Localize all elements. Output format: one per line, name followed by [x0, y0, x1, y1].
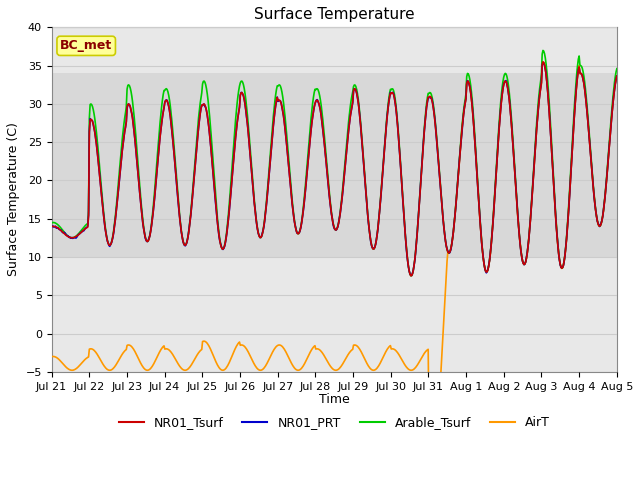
- Arable_Tsurf: [403, 251, 411, 257]
- Legend: NR01_Tsurf, NR01_PRT, Arable_Tsurf, AirT: NR01_Tsurf, NR01_PRT, Arable_Tsurf, AirT: [114, 411, 555, 434]
- NR01_PRT: [173, 191, 181, 196]
- NR01_Tsurf: [407, 273, 415, 279]
- NR01_Tsurf: [58, 228, 66, 234]
- Bar: [52, 73, 617, 257]
- AirT: [116, 355, 124, 361]
- NR01_Tsurf: [204, 112, 211, 118]
- X-axis label: Time: Time: [319, 393, 349, 406]
- Text: BC_met: BC_met: [60, 39, 113, 52]
- AirT: [204, 340, 211, 346]
- Title: Surface Temperature: Surface Temperature: [254, 7, 415, 22]
- Arable_Tsurf: [420, 126, 428, 132]
- Line: NR01_PRT: NR01_PRT: [52, 62, 617, 276]
- NR01_Tsurf: [48, 224, 56, 229]
- AirT: [613, 73, 621, 79]
- NR01_PRT: [58, 228, 66, 234]
- NR01_PRT: [613, 73, 621, 79]
- Arable_Tsurf: [173, 187, 181, 192]
- Arable_Tsurf: [539, 48, 547, 53]
- NR01_PRT: [408, 273, 415, 278]
- NR01_PRT: [420, 129, 428, 134]
- AirT: [58, 360, 66, 365]
- NR01_Tsurf: [613, 73, 621, 79]
- Arable_Tsurf: [48, 220, 56, 226]
- Line: NR01_Tsurf: NR01_Tsurf: [52, 62, 617, 276]
- Bar: [52, 257, 617, 372]
- NR01_PRT: [116, 171, 124, 177]
- Y-axis label: Surface Temperature (C): Surface Temperature (C): [7, 122, 20, 276]
- NR01_Tsurf: [116, 170, 124, 176]
- Arable_Tsurf: [407, 273, 415, 279]
- Line: AirT: AirT: [52, 62, 617, 480]
- Line: Arable_Tsurf: Arable_Tsurf: [52, 50, 617, 276]
- Bar: [52, 27, 617, 73]
- NR01_PRT: [539, 60, 547, 65]
- Arable_Tsurf: [58, 226, 66, 232]
- AirT: [173, 360, 181, 365]
- Arable_Tsurf: [204, 91, 211, 97]
- Arable_Tsurf: [613, 66, 621, 72]
- NR01_Tsurf: [403, 252, 411, 257]
- NR01_PRT: [48, 224, 56, 230]
- Arable_Tsurf: [116, 161, 124, 167]
- AirT: [420, 352, 428, 358]
- NR01_Tsurf: [539, 59, 547, 65]
- NR01_Tsurf: [420, 129, 428, 134]
- NR01_PRT: [403, 252, 411, 258]
- AirT: [403, 365, 411, 371]
- AirT: [48, 354, 56, 360]
- NR01_Tsurf: [173, 191, 181, 196]
- NR01_PRT: [204, 112, 211, 118]
- AirT: [539, 59, 547, 65]
